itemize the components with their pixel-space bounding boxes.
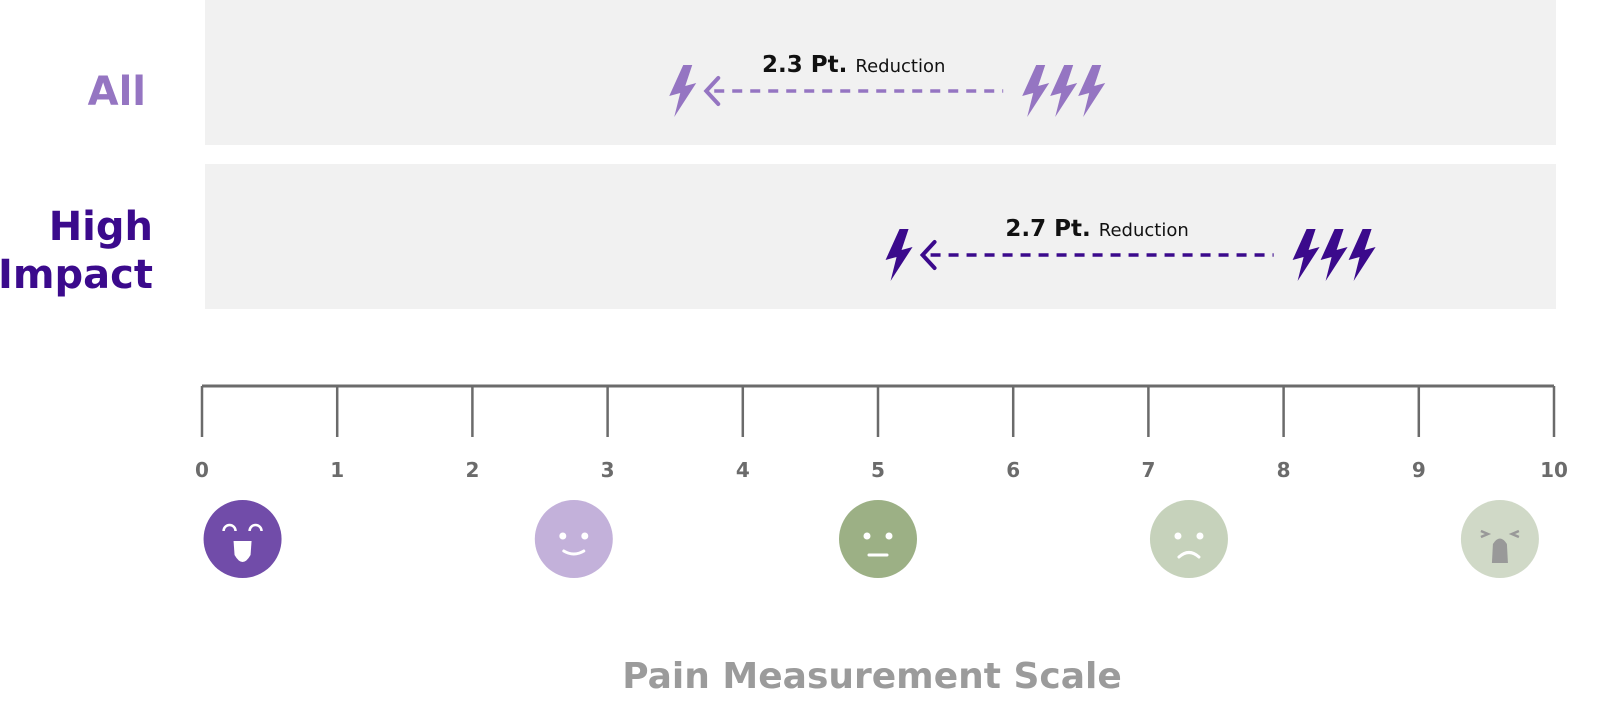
lightning-bolt-icon: [1320, 229, 1348, 281]
smiling-face-icon: [534, 500, 613, 578]
reduction-arrow: 2.3 Pt. Reduction: [669, 52, 1106, 117]
reduction-arrow: 2.7 Pt. Reduction: [885, 216, 1376, 281]
eye: [581, 532, 589, 540]
x-axis: 0 1 2 3 4 5 6 7 8 9 10: [195, 384, 1568, 482]
reduction-label: 2.7 Pt. Reduction: [1005, 216, 1188, 242]
neutral-face-icon: [839, 500, 917, 578]
x-axis-title: Pain Measurement Scale: [622, 656, 1122, 697]
reduction-value: 2.3 Pt.: [762, 52, 855, 78]
eyes: [222, 523, 263, 532]
sad-face-icon: [1149, 500, 1228, 578]
eyes: [1480, 529, 1520, 539]
row-band: [205, 164, 1556, 309]
lightning-bolt-icon: [885, 229, 913, 281]
tick-label: 7: [1141, 458, 1155, 482]
face-circle: [839, 500, 917, 578]
row-label-all: All: [88, 69, 146, 115]
tick-label: 10: [1540, 458, 1568, 482]
tick-label: 9: [1412, 458, 1426, 482]
face-circle: [1149, 500, 1228, 578]
row-label-high-impact-line1: High: [49, 204, 153, 250]
tick-label: 5: [871, 458, 885, 482]
arrowhead-icon: [703, 76, 721, 106]
face-circle: [534, 500, 613, 578]
face-circle: [203, 500, 282, 578]
mouth: [1491, 538, 1508, 563]
mouth: [562, 549, 586, 556]
lightning-bolt-icon: [1050, 65, 1078, 117]
eye: [863, 532, 871, 540]
mouth: [233, 541, 252, 562]
lightning-bolt-icon: [1348, 229, 1376, 281]
reduction-suffix: Reduction: [1099, 220, 1189, 241]
tick-label: 6: [1006, 458, 1020, 482]
reduction-label: 2.3 Pt. Reduction: [762, 52, 945, 78]
tick-label: 0: [195, 458, 209, 482]
tick-label: 8: [1277, 458, 1291, 482]
row-label-high-impact-line2: Impact: [0, 252, 153, 298]
tick-label: 2: [465, 458, 479, 482]
eye: [1174, 532, 1182, 540]
reduction-suffix: Reduction: [855, 56, 945, 77]
laughing-face-icon: [203, 500, 282, 578]
tick-label: 1: [330, 458, 344, 482]
reduction-value: 2.7 Pt.: [1005, 216, 1098, 242]
mouth: [1177, 551, 1201, 559]
lightning-bolt-icon: [1022, 65, 1050, 117]
tick-label: 4: [736, 458, 750, 482]
eye: [559, 532, 567, 540]
lightning-bolt-icon: [669, 65, 697, 117]
lightning-bolt-icon: [1292, 229, 1320, 281]
crying-face-icon: [1460, 500, 1539, 578]
tick-label: 3: [601, 458, 615, 482]
eye: [885, 532, 893, 540]
arrowhead-icon: [919, 240, 937, 270]
eye: [1196, 532, 1204, 540]
row-band: [205, 0, 1556, 145]
lightning-bolt-icon: [1078, 65, 1106, 117]
